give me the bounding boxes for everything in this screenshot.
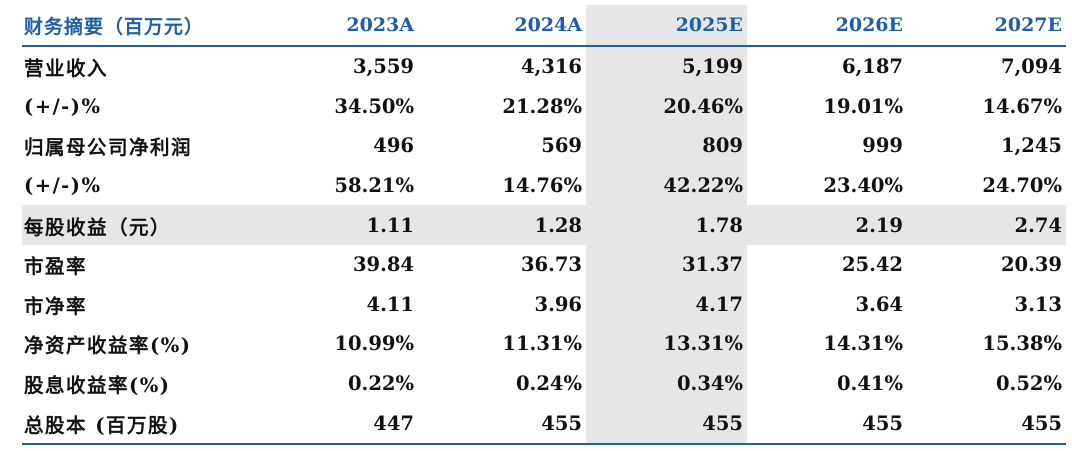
- row-label: 营业收入: [24, 57, 109, 81]
- table-cell: 1,245: [1000, 134, 1062, 158]
- table-cell: 19.01%: [823, 94, 903, 118]
- table-cell: 809: [586, 126, 747, 166]
- table-cell: 10.99%: [334, 332, 414, 356]
- table-cell: 36.73: [520, 253, 582, 277]
- row-label: 市盈率: [24, 255, 88, 279]
- table-cell: 3,559: [352, 55, 414, 79]
- table-cell: 0.22%: [347, 372, 414, 396]
- table-cell: 23.40%: [823, 174, 903, 198]
- row-label: 总股本 (百万股): [22, 403, 226, 445]
- table-cell: 14.76%: [502, 174, 582, 198]
- table-cell: 4,316: [520, 55, 582, 79]
- table-cell: 13.31%: [586, 324, 747, 364]
- financial-table: 财务摘要（百万元） 2023A 2024A 2025E 2026E 2027E …: [22, 5, 1066, 445]
- table-cell: 34.50%: [334, 94, 414, 118]
- table-cell: 7,094: [1000, 55, 1062, 79]
- table-cell: 1.28: [418, 205, 586, 245]
- table-cell: 14.67%: [982, 94, 1062, 118]
- table-cell: 3.64: [855, 292, 904, 316]
- row-label: 每股收益（元）: [22, 205, 226, 245]
- table-cell: 455: [418, 403, 586, 445]
- table-row: 市盈率 39.84 36.73 31.37 25.42 20.39: [22, 244, 1066, 285]
- table-cell: 24.70%: [982, 174, 1062, 198]
- table-cell: 455: [747, 403, 907, 445]
- table-cell: 21.28%: [502, 94, 582, 118]
- table-cell: 20.39: [1000, 253, 1062, 277]
- column-header: 2027E: [907, 5, 1066, 47]
- table-cell: 5,199: [586, 46, 747, 87]
- column-header: 2026E: [747, 5, 907, 47]
- table-row: 归属母公司净利润 496 569 809 999 1,245: [22, 126, 1066, 166]
- row-label: 股息收益率(%): [24, 374, 171, 398]
- table-cell: 455: [586, 403, 747, 445]
- table-row: 营业收入 3,559 4,316 5,199 6,187 7,094: [22, 46, 1066, 87]
- row-label: 市净率: [24, 294, 88, 318]
- table-cell: 0.52%: [995, 372, 1062, 396]
- table-cell: 569: [541, 134, 582, 158]
- table-cell: 15.38%: [982, 332, 1062, 356]
- table-cell: 0.34%: [586, 363, 747, 404]
- table-cell: 58.21%: [334, 174, 414, 198]
- table-row: 股息收益率(%) 0.22% 0.24% 0.34% 0.41% 0.52%: [22, 363, 1066, 404]
- row-label: (+/-)%: [24, 174, 102, 198]
- table-cell: 496: [373, 134, 414, 158]
- row-label: 净资产收益率(%): [24, 334, 192, 358]
- table-row: 每股收益（元） 1.11 1.28 1.78 2.19 2.74: [22, 205, 1066, 245]
- table-row: (+/-)% 58.21% 14.76% 42.22% 23.40% 24.70%: [22, 165, 1066, 206]
- table-cell: 2.74: [907, 205, 1066, 245]
- table-cell: 0.41%: [836, 372, 903, 396]
- column-header: 2024A: [418, 5, 586, 47]
- financial-summary-table: 财务摘要（百万元） 2023A 2024A 2025E 2026E 2027E …: [22, 5, 1066, 445]
- table-cell: 25.42: [841, 253, 903, 277]
- column-header: 2025E: [586, 5, 747, 47]
- table-row: 总股本 (百万股) 447 455 455 455 455: [22, 403, 1066, 445]
- header-row: 财务摘要（百万元） 2023A 2024A 2025E 2026E 2027E: [22, 5, 1066, 47]
- table-cell: 6,187: [841, 55, 903, 79]
- table-cell: 0.24%: [515, 372, 582, 396]
- table-cell: 20.46%: [586, 86, 747, 127]
- table-row: 市净率 4.11 3.96 4.17 3.64 3.13: [22, 284, 1066, 325]
- table-cell: 999: [862, 134, 903, 158]
- row-label: (+/-)%: [24, 94, 102, 118]
- column-header: 2023A: [226, 5, 418, 47]
- table-cell: 42.22%: [586, 165, 747, 206]
- row-label: 归属母公司净利润: [24, 136, 193, 160]
- table-cell: 3.13: [1014, 292, 1063, 316]
- table-cell: 4.17: [586, 284, 747, 325]
- table-cell: 455: [907, 403, 1066, 445]
- table-body: 营业收入 3,559 4,316 5,199 6,187 7,094 (+/-)% 34.50…: [22, 46, 1066, 445]
- table-cell: 14.31%: [823, 332, 903, 356]
- table-cell: 11.31%: [502, 332, 582, 356]
- table-title: 财务摘要（百万元）: [22, 5, 226, 47]
- table-cell: 1.11: [226, 205, 418, 245]
- table-cell: 447: [226, 403, 418, 445]
- table-cell: 2.19: [747, 205, 907, 245]
- table-cell: 31.37: [586, 244, 747, 285]
- table-cell: 39.84: [352, 253, 414, 277]
- table-cell: 1.78: [586, 205, 747, 245]
- table-cell: 3.96: [534, 292, 583, 316]
- table-row: (+/-)% 34.50% 21.28% 20.46% 19.01% 14.67%: [22, 86, 1066, 127]
- table-row: 净资产收益率(%) 10.99% 11.31% 13.31% 14.31% 15.38%: [22, 324, 1066, 364]
- table-cell: 4.11: [366, 292, 415, 316]
